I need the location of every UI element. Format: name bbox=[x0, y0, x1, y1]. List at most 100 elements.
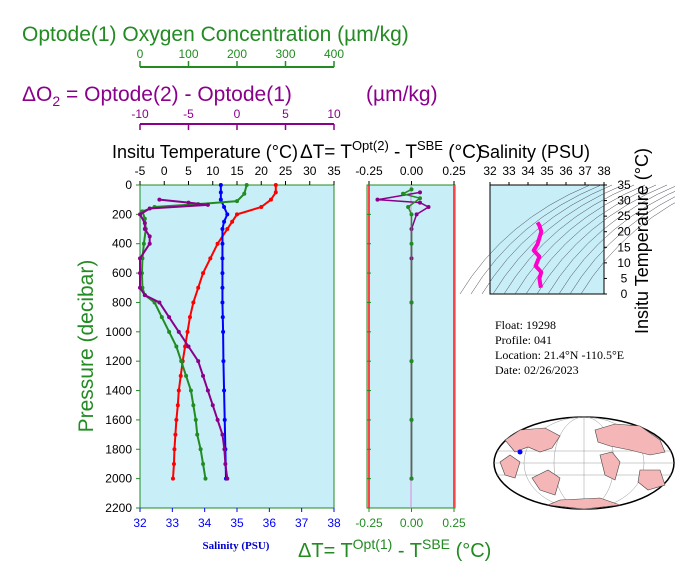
data-point-salinity bbox=[220, 271, 225, 276]
oxygen-tick-label: 0 bbox=[137, 47, 144, 61]
pressure-tick-label: 1400 bbox=[105, 384, 132, 398]
temperature-tick-label: 20 bbox=[255, 164, 269, 178]
data-point-temperature bbox=[173, 432, 178, 437]
salinity-axis: 32 33 34 35 36 37 38 bbox=[133, 508, 341, 530]
float-id: Float: 19298 bbox=[495, 318, 556, 332]
data-point-delta bbox=[157, 300, 162, 305]
data-point-delta bbox=[147, 206, 152, 211]
ts-contour bbox=[481, 184, 613, 295]
data-point-salinity bbox=[222, 388, 227, 393]
ts-y-tick-label: 5 bbox=[621, 271, 628, 285]
ts-title: Salinity (PSU) bbox=[478, 142, 590, 162]
oxygen-axis-title: Optode(1) Oxygen Concentration (µm/kg) bbox=[22, 23, 409, 46]
data-point-delta bbox=[201, 373, 206, 378]
delta-data-point bbox=[414, 212, 419, 217]
ts-y-tick-label: 20 bbox=[617, 225, 631, 239]
data-point-temperature bbox=[172, 447, 177, 452]
delta-t-opt1-title: ΔT= TOpt(1) - TSBE (°C) bbox=[298, 536, 491, 562]
ts-density-contours bbox=[459, 184, 675, 295]
ts-x-tick-label: 37 bbox=[578, 164, 592, 178]
temperature-tick-label: 5 bbox=[185, 164, 192, 178]
delta-bottom-axis: -0.25 0.00 0.25 bbox=[355, 508, 466, 530]
ts-contour bbox=[558, 190, 675, 295]
salinity-axis-title: Salinity (PSU) bbox=[203, 540, 270, 552]
data-point-oxygen bbox=[201, 461, 206, 466]
data-point-delta bbox=[142, 227, 147, 232]
data-point-temperature bbox=[201, 271, 206, 276]
delta-t-opt2-title: ΔT= TOpt(2) - TSBE (°C) bbox=[300, 138, 482, 163]
data-point-delta bbox=[138, 271, 142, 276]
data-point-salinity bbox=[220, 227, 225, 232]
ts-x-tick-label: 32 bbox=[483, 164, 497, 178]
oxygen-tick-label: 300 bbox=[275, 47, 295, 61]
data-point-delta bbox=[138, 285, 142, 290]
data-point-delta bbox=[220, 432, 225, 437]
pressure-tick-label: 2000 bbox=[105, 472, 132, 486]
oxygen-tick-label: 400 bbox=[324, 47, 344, 61]
ts-line bbox=[531, 221, 544, 289]
delta-bottom-tick-label: 0.25 bbox=[442, 516, 466, 530]
delta-o2-units: (µm/kg) bbox=[366, 83, 438, 106]
data-point-salinity bbox=[220, 256, 225, 261]
temperature-tick-label: 30 bbox=[303, 164, 317, 178]
salinity-tick-label: 37 bbox=[295, 516, 309, 530]
delta-data-point bbox=[409, 476, 414, 481]
pressure-tick-label: 600 bbox=[112, 266, 132, 280]
delta-data-point bbox=[375, 197, 380, 202]
delta-data-point bbox=[409, 300, 414, 305]
delta-o2-tick-label: -10 bbox=[131, 107, 149, 121]
ts-y-tick-label: 35 bbox=[617, 178, 631, 192]
delta-o2-tick-label: 10 bbox=[327, 107, 341, 121]
ts-x-tick-label: 38 bbox=[597, 164, 611, 178]
data-point-oxygen bbox=[203, 476, 208, 481]
delta-top-axis: -0.25 0.00 0.25 bbox=[355, 164, 466, 185]
data-point-delta bbox=[186, 344, 191, 349]
delta-data-point bbox=[418, 190, 422, 195]
data-point-oxygen bbox=[167, 329, 172, 334]
ts-x-tick-label: 34 bbox=[521, 164, 535, 178]
data-point-temperature bbox=[196, 285, 201, 290]
ts-x-tick-label: 33 bbox=[502, 164, 516, 178]
delta-o2-tick-label: 5 bbox=[282, 107, 289, 121]
delta-data-point bbox=[418, 200, 422, 205]
data-point-salinity bbox=[220, 315, 225, 320]
delta-data-point bbox=[409, 187, 414, 192]
data-point-salinity bbox=[221, 359, 226, 364]
temperature-tick-label: 15 bbox=[230, 164, 244, 178]
salinity-tick-label: 35 bbox=[230, 516, 244, 530]
data-point-temperature bbox=[268, 197, 273, 202]
ts-x-tick-label: 35 bbox=[540, 164, 554, 178]
ts-contour bbox=[514, 184, 646, 295]
ts-x-tick-label: 36 bbox=[559, 164, 573, 178]
data-point-temperature bbox=[235, 212, 239, 217]
delta-data-point bbox=[406, 205, 411, 210]
ts-contour bbox=[547, 186, 675, 295]
ts-salinity-axis: 32 33 34 35 36 37 38 bbox=[483, 164, 611, 185]
data-point-temperature bbox=[225, 227, 230, 232]
data-point-delta bbox=[225, 476, 230, 481]
pressure-tick-label: 1600 bbox=[105, 413, 132, 427]
float-position-marker bbox=[517, 449, 523, 455]
data-point-temperature bbox=[178, 373, 183, 378]
ts-contour bbox=[580, 202, 675, 295]
data-point-delta bbox=[167, 315, 172, 320]
data-point-salinity bbox=[222, 205, 227, 210]
delta-pressure-ticks bbox=[367, 184, 371, 509]
oxygen-axis: 0 100 200 300 400 bbox=[137, 47, 344, 68]
ts-y-tick-label: 30 bbox=[617, 194, 631, 208]
data-point-temperature bbox=[176, 388, 181, 393]
data-point-temperature bbox=[187, 315, 192, 320]
float-info: Float: 19298 Profile: 041 Location: 21.4… bbox=[495, 318, 624, 377]
data-point-delta bbox=[142, 293, 147, 298]
data-point-temperature bbox=[171, 461, 176, 466]
pressure-tick-label: 400 bbox=[112, 237, 132, 251]
ts-y-tick-label: 25 bbox=[617, 209, 631, 223]
data-point-delta bbox=[186, 200, 191, 205]
data-point-salinity bbox=[222, 417, 227, 422]
data-point-temperature bbox=[259, 205, 264, 210]
profile-number: Profile: 041 bbox=[495, 333, 552, 347]
ts-contour bbox=[503, 184, 635, 295]
date: Date: 02/26/2023 bbox=[495, 363, 579, 377]
ts-contour bbox=[536, 184, 668, 295]
